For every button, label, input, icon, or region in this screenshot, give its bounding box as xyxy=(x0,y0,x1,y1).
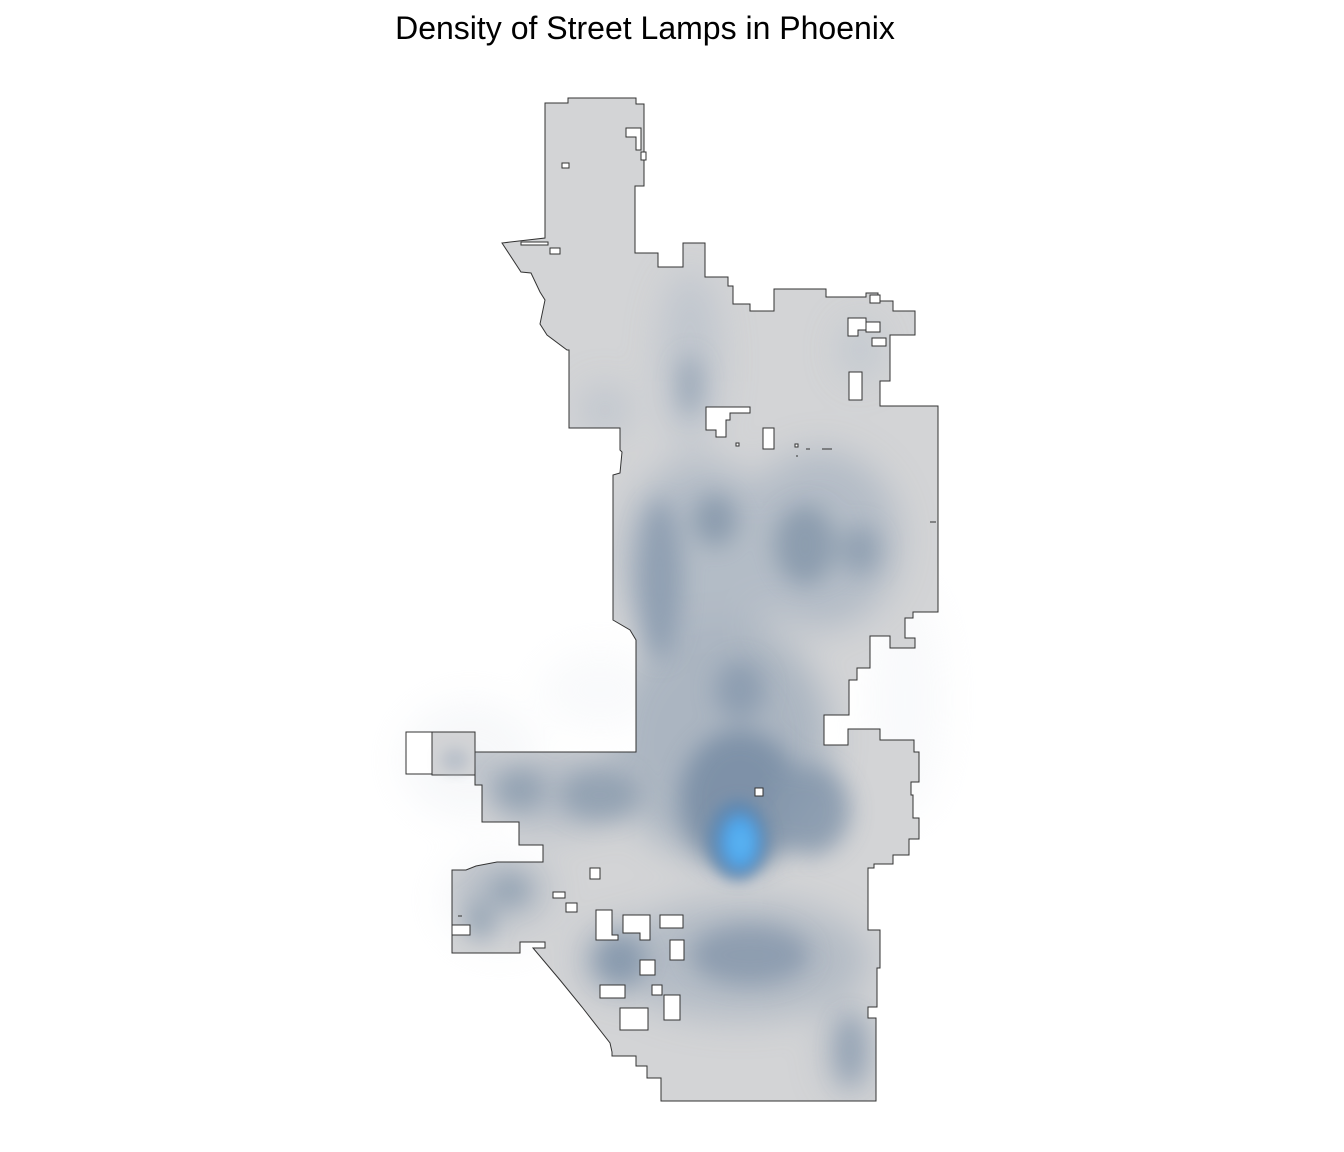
map-title: Density of Street Lamps in Phoenix xyxy=(395,10,895,46)
detached-parcel-west xyxy=(405,731,433,775)
boundary-details xyxy=(458,448,936,917)
city-boundary-outline xyxy=(451,97,939,1102)
density-layer xyxy=(452,270,900,1095)
enclaves xyxy=(451,127,887,1031)
